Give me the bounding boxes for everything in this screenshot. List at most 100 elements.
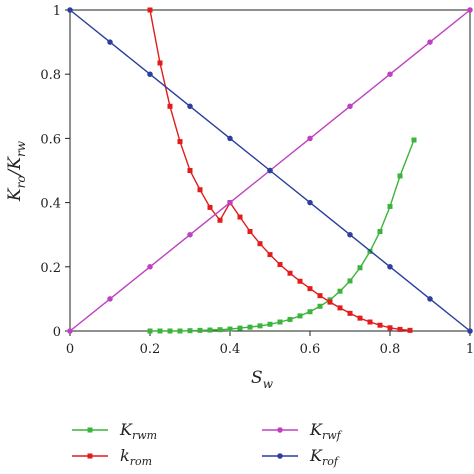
legend-label: Krwf xyxy=(309,420,343,442)
legend-marker xyxy=(277,427,283,433)
y-axis-title: Kro/Krw xyxy=(5,140,28,202)
x-tick-label: 0.6 xyxy=(300,342,321,357)
data-point-k-rwm xyxy=(287,316,293,322)
data-point-k-rwf xyxy=(427,39,433,45)
data-point-k-rom xyxy=(347,310,353,316)
data-point-k-rwm xyxy=(257,323,263,329)
data-point-k-rom xyxy=(147,7,153,13)
data-point-k-rom xyxy=(257,241,263,247)
data-point-k-rom xyxy=(277,262,283,268)
legend: Krwm krom Krwf Krof xyxy=(72,420,343,468)
data-point-k-rom xyxy=(337,305,343,311)
data-point-k-rwm xyxy=(397,173,403,179)
data-point-k-rwm xyxy=(217,327,223,333)
data-point-k-rwm xyxy=(167,328,173,334)
legend-label: krom xyxy=(120,446,152,468)
legend-marker xyxy=(87,453,93,459)
x-tick-label: 1 xyxy=(466,342,474,357)
data-point-k-rwm xyxy=(387,203,393,209)
data-point-k-rwf xyxy=(387,71,393,77)
data-point-k-rom xyxy=(157,60,163,66)
y-tick-label: 0.6 xyxy=(40,132,61,147)
data-point-k-rom xyxy=(247,228,253,234)
data-point-k-rof xyxy=(427,296,433,302)
data-point-k-rom xyxy=(177,139,183,145)
y-tick-label: 0.8 xyxy=(40,68,61,83)
y-tick-label: 1 xyxy=(53,4,61,19)
legend-marker xyxy=(87,427,93,433)
data-point-k-rwm xyxy=(307,309,313,315)
legend-item-k-rwm: Krwm xyxy=(72,420,157,442)
data-point-k-rom xyxy=(357,315,363,321)
data-point-k-rwm xyxy=(297,313,303,319)
legend-label: Krwm xyxy=(119,420,157,442)
data-point-k-rwm xyxy=(147,328,153,334)
data-point-k-rom xyxy=(397,326,403,332)
data-point-k-rom xyxy=(317,293,323,299)
data-point-k-rof xyxy=(67,7,73,13)
data-point-k-rof xyxy=(187,103,193,110)
data-point-k-rom xyxy=(167,103,173,109)
y-tick-label: 0.4 xyxy=(40,197,61,212)
data-point-k-rwf xyxy=(67,328,73,334)
x-tick-label: 0 xyxy=(66,342,74,357)
data-point-k-rwm xyxy=(357,265,363,271)
plot-area-frame xyxy=(69,9,471,332)
data-point-k-rom xyxy=(387,325,393,331)
legend-marker xyxy=(277,453,283,459)
data-point-k-rof xyxy=(107,39,113,45)
data-point-k-rom xyxy=(407,327,413,333)
data-point-k-rom xyxy=(327,299,333,305)
data-point-k-rom xyxy=(307,286,313,292)
data-point-k-rwf xyxy=(227,199,233,206)
data-point-k-rof xyxy=(387,264,393,270)
data-point-k-rom xyxy=(267,252,273,258)
data-point-k-rom xyxy=(297,278,303,284)
data-point-k-rof xyxy=(227,135,233,142)
data-point-k-rof xyxy=(347,231,353,238)
data-point-k-rwm xyxy=(267,321,273,327)
data-point-k-rom xyxy=(207,204,213,210)
legend-label: Krof xyxy=(309,446,340,468)
data-point-k-rom xyxy=(287,270,293,276)
data-point-k-rwf xyxy=(347,103,353,110)
x-tick-label: 0.8 xyxy=(380,342,401,357)
series-k-rof xyxy=(67,7,473,334)
data-point-k-rwm xyxy=(411,137,417,143)
series-k-rom xyxy=(147,7,413,333)
data-point-k-rwm xyxy=(377,228,383,234)
data-point-k-rom xyxy=(197,187,203,193)
data-point-k-rwm xyxy=(197,327,203,333)
data-point-k-rof xyxy=(267,167,273,174)
data-point-k-rwm xyxy=(207,327,213,333)
data-point-k-rwf xyxy=(187,231,193,238)
data-point-k-rwm xyxy=(237,325,243,331)
legend-item-k-rof: Krof xyxy=(262,446,340,468)
data-point-k-rom xyxy=(367,319,373,325)
data-point-k-rwm xyxy=(247,324,253,330)
data-point-k-rwm xyxy=(317,303,323,309)
series-layer xyxy=(67,7,473,334)
x-axis-title: Sw xyxy=(251,368,274,391)
data-point-k-rwf xyxy=(467,7,473,13)
data-point-k-rwm xyxy=(187,328,193,334)
data-point-k-rom xyxy=(187,168,193,173)
y-axis: 0 0.2 0.4 0.6 0.8 1 xyxy=(40,4,70,340)
data-point-k-rwm xyxy=(177,328,183,334)
data-point-k-rom xyxy=(237,214,243,220)
data-point-k-rwm xyxy=(277,319,283,325)
data-point-k-rwm xyxy=(227,326,233,332)
data-point-k-rof xyxy=(307,199,313,206)
data-point-k-rom xyxy=(217,217,223,223)
data-point-k-rwf xyxy=(107,296,113,302)
x-axis: 0 0.2 0.4 0.6 0.8 1 xyxy=(66,331,474,357)
legend-item-k-rwf: Krwf xyxy=(262,420,343,442)
data-point-k-rom xyxy=(377,322,383,328)
data-point-k-rof xyxy=(147,71,153,77)
data-point-k-rwf xyxy=(147,264,153,270)
data-point-k-rwf xyxy=(307,135,313,142)
x-tick-label: 0.4 xyxy=(220,342,241,357)
y-tick-label: 0.2 xyxy=(40,261,61,276)
y-tick-label: 0 xyxy=(53,325,61,340)
